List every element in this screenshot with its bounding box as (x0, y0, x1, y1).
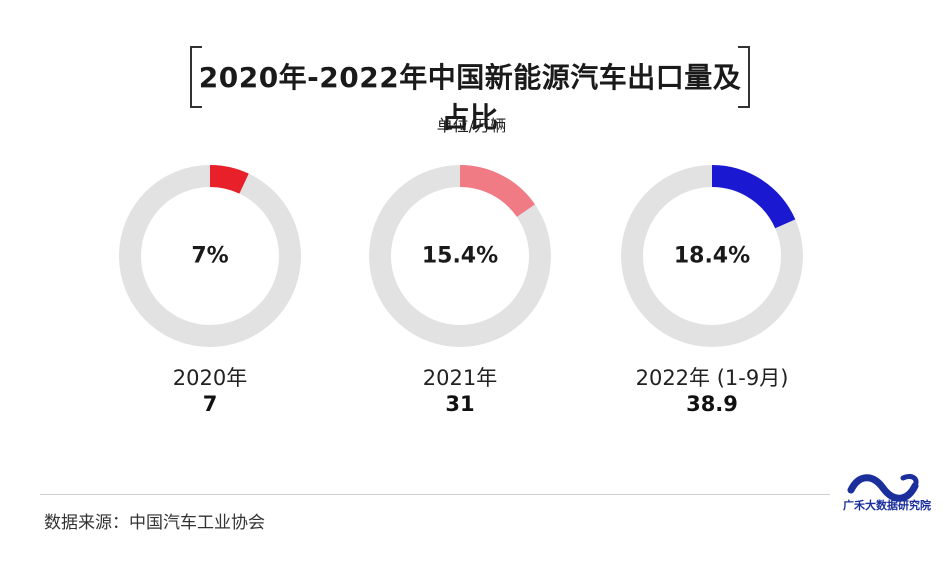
value-label-2022: 38.9 (686, 392, 738, 416)
title-frame: 2020年-2022年中国新能源汽车出口量及占比 (190, 46, 750, 134)
donut-slice-0 (119, 165, 301, 347)
year-label-2022: 2022年 (1-9月) (635, 366, 789, 390)
donut-slice-1 (369, 165, 551, 347)
footer-divider (40, 494, 830, 495)
share-label-1: 15.4% (422, 244, 498, 269)
donut-slice-2 (621, 165, 803, 347)
title-bracket-right (738, 46, 750, 108)
logo-icon (847, 473, 919, 502)
year-label-2020: 2020年 (172, 366, 248, 390)
value-label-2021: 31 (445, 392, 475, 416)
chart-title: 2020年-2022年中国新能源汽车出口量及占比 (198, 61, 742, 134)
share-label-2: 18.4% (674, 244, 750, 269)
data-source: 数据来源：中国汽车工业协会 (44, 513, 265, 533)
share-label-0: 7% (191, 244, 228, 269)
logo-text: 广禾大数据研究院 (843, 499, 931, 512)
value-label-2020: 7 (202, 392, 218, 416)
year-label-2021: 2021年 (422, 366, 498, 390)
unit-label: 单位/万辆 (436, 116, 507, 135)
title-bracket-left (190, 46, 202, 108)
